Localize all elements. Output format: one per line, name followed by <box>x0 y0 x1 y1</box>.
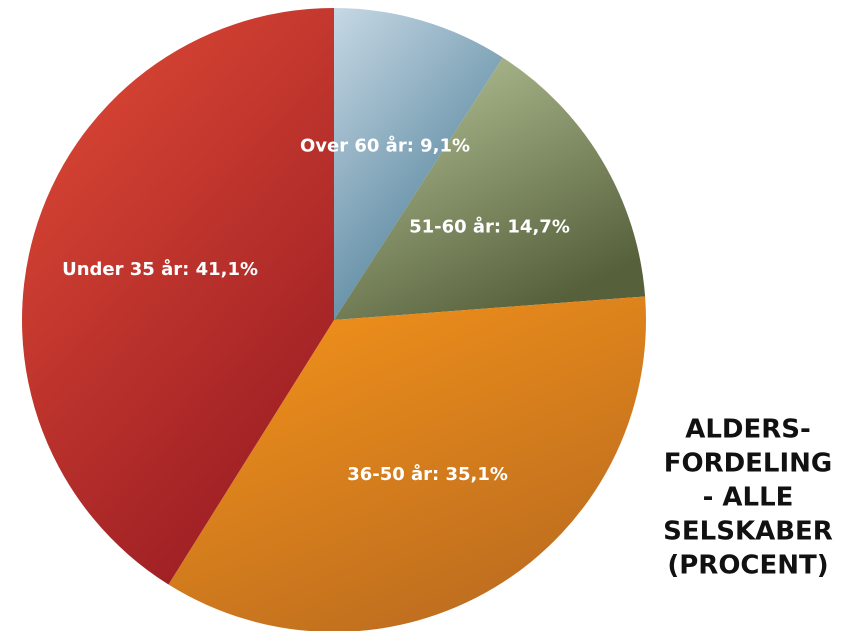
chart-title: (PROCENT) <box>667 551 828 581</box>
slice-label: Under 35 år: 41,1% <box>62 258 258 280</box>
pie-slice <box>22 8 334 585</box>
pie-slice <box>334 57 646 320</box>
chart-title: FORDELING <box>664 449 833 479</box>
chart-title: ALDERS- <box>685 415 811 445</box>
slice-label: Over 60 år: 9,1% <box>300 134 470 156</box>
slice-label: 36-50 år: 35,1% <box>347 463 508 485</box>
chart-title: SELSKABER <box>663 517 833 547</box>
pie-slice <box>334 8 503 320</box>
slice-label: 51-60 år: 14,7% <box>409 215 570 237</box>
chart-title: - ALLE <box>703 483 794 513</box>
pie-slice <box>168 296 646 631</box>
